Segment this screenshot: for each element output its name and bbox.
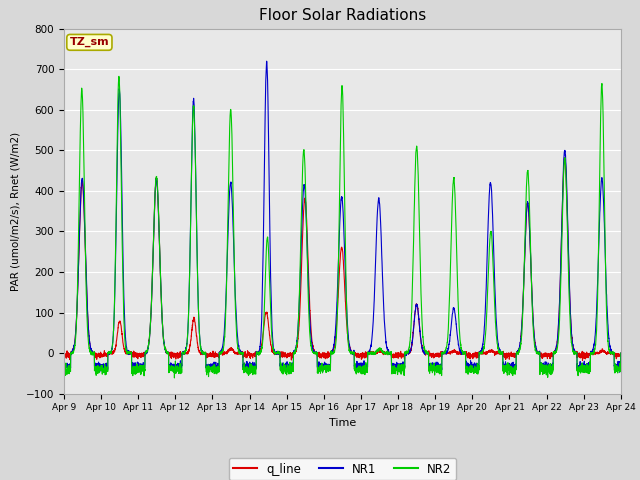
- Y-axis label: PAR (umol/m2/s), Rnet (W/m2): PAR (umol/m2/s), Rnet (W/m2): [10, 132, 20, 291]
- NR2: [171, 375, 179, 381]
- NR1: [60, 363, 68, 369]
- NR1: [600, 206, 607, 212]
- NR1: [294, 323, 302, 329]
- q_line: [561, 155, 569, 161]
- NR2: [600, 164, 608, 170]
- q_line: [600, 349, 608, 355]
- Legend: q_line, NR1, NR2: q_line, NR1, NR2: [228, 458, 456, 480]
- Text: TZ_sm: TZ_sm: [70, 37, 109, 48]
- NR1: [617, 350, 625, 356]
- NR2: [617, 350, 625, 356]
- q_line: [298, 239, 306, 244]
- X-axis label: Time: Time: [329, 418, 356, 428]
- NR1: [572, 350, 580, 356]
- Line: NR2: NR2: [64, 76, 621, 378]
- q_line: [465, 353, 472, 359]
- NR2: [294, 324, 302, 330]
- NR2: [115, 73, 123, 79]
- NR1: [263, 59, 271, 64]
- NR2: [465, 367, 472, 373]
- NR2: [299, 164, 307, 170]
- NR2: [60, 368, 68, 373]
- NR1: [325, 364, 333, 370]
- q_line: [324, 349, 332, 355]
- NR1: [299, 204, 307, 210]
- NR2: [325, 367, 333, 372]
- NR1: [616, 369, 623, 375]
- q_line: [572, 350, 580, 356]
- q_line: [60, 352, 68, 358]
- NR1: [465, 364, 472, 370]
- q_line: [579, 358, 586, 363]
- Line: NR1: NR1: [64, 61, 621, 372]
- q_line: [294, 336, 301, 342]
- Title: Floor Solar Radiations: Floor Solar Radiations: [259, 9, 426, 24]
- NR2: [572, 351, 580, 357]
- q_line: [617, 350, 625, 356]
- Line: q_line: q_line: [64, 158, 621, 360]
